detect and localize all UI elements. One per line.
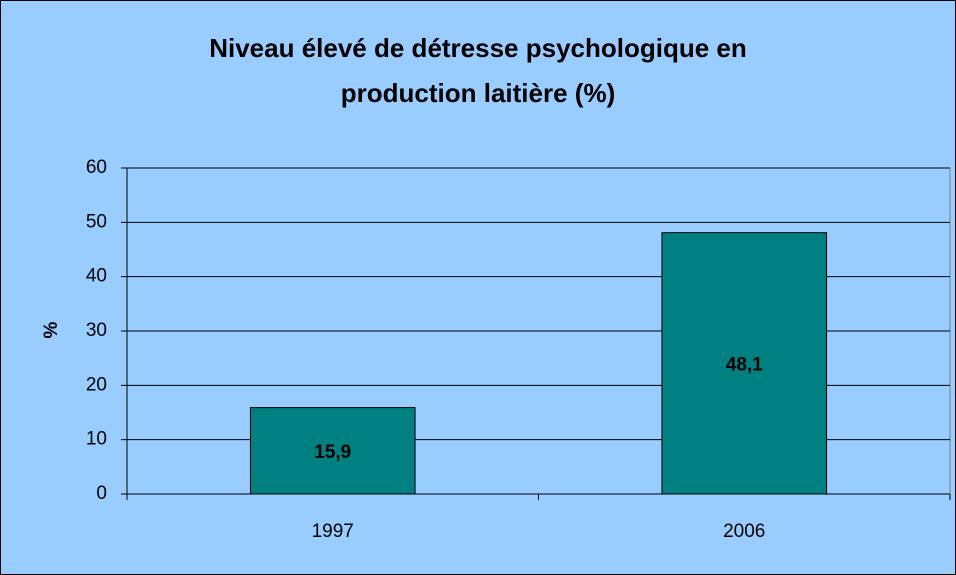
- y-tick-label: 20: [86, 374, 107, 395]
- y-tick-label: 0: [96, 483, 107, 504]
- bar: [661, 232, 828, 495]
- data-label: 15,9: [314, 442, 351, 463]
- x-tick-label: 2006: [723, 521, 765, 542]
- x-tick-label: 1997: [312, 521, 354, 542]
- bar: [249, 407, 416, 495]
- y-tick-label: 10: [86, 429, 107, 450]
- y-tick-label: 60: [86, 157, 107, 178]
- data-label: 48,1: [726, 354, 763, 375]
- chart-title: Niveau élevé de détresse psychologique e…: [209, 33, 747, 108]
- y-tick-label: 50: [86, 211, 107, 232]
- y-axis-label: %: [41, 321, 62, 338]
- y-tick-label: 30: [86, 320, 107, 341]
- y-tick-label: 40: [86, 266, 107, 287]
